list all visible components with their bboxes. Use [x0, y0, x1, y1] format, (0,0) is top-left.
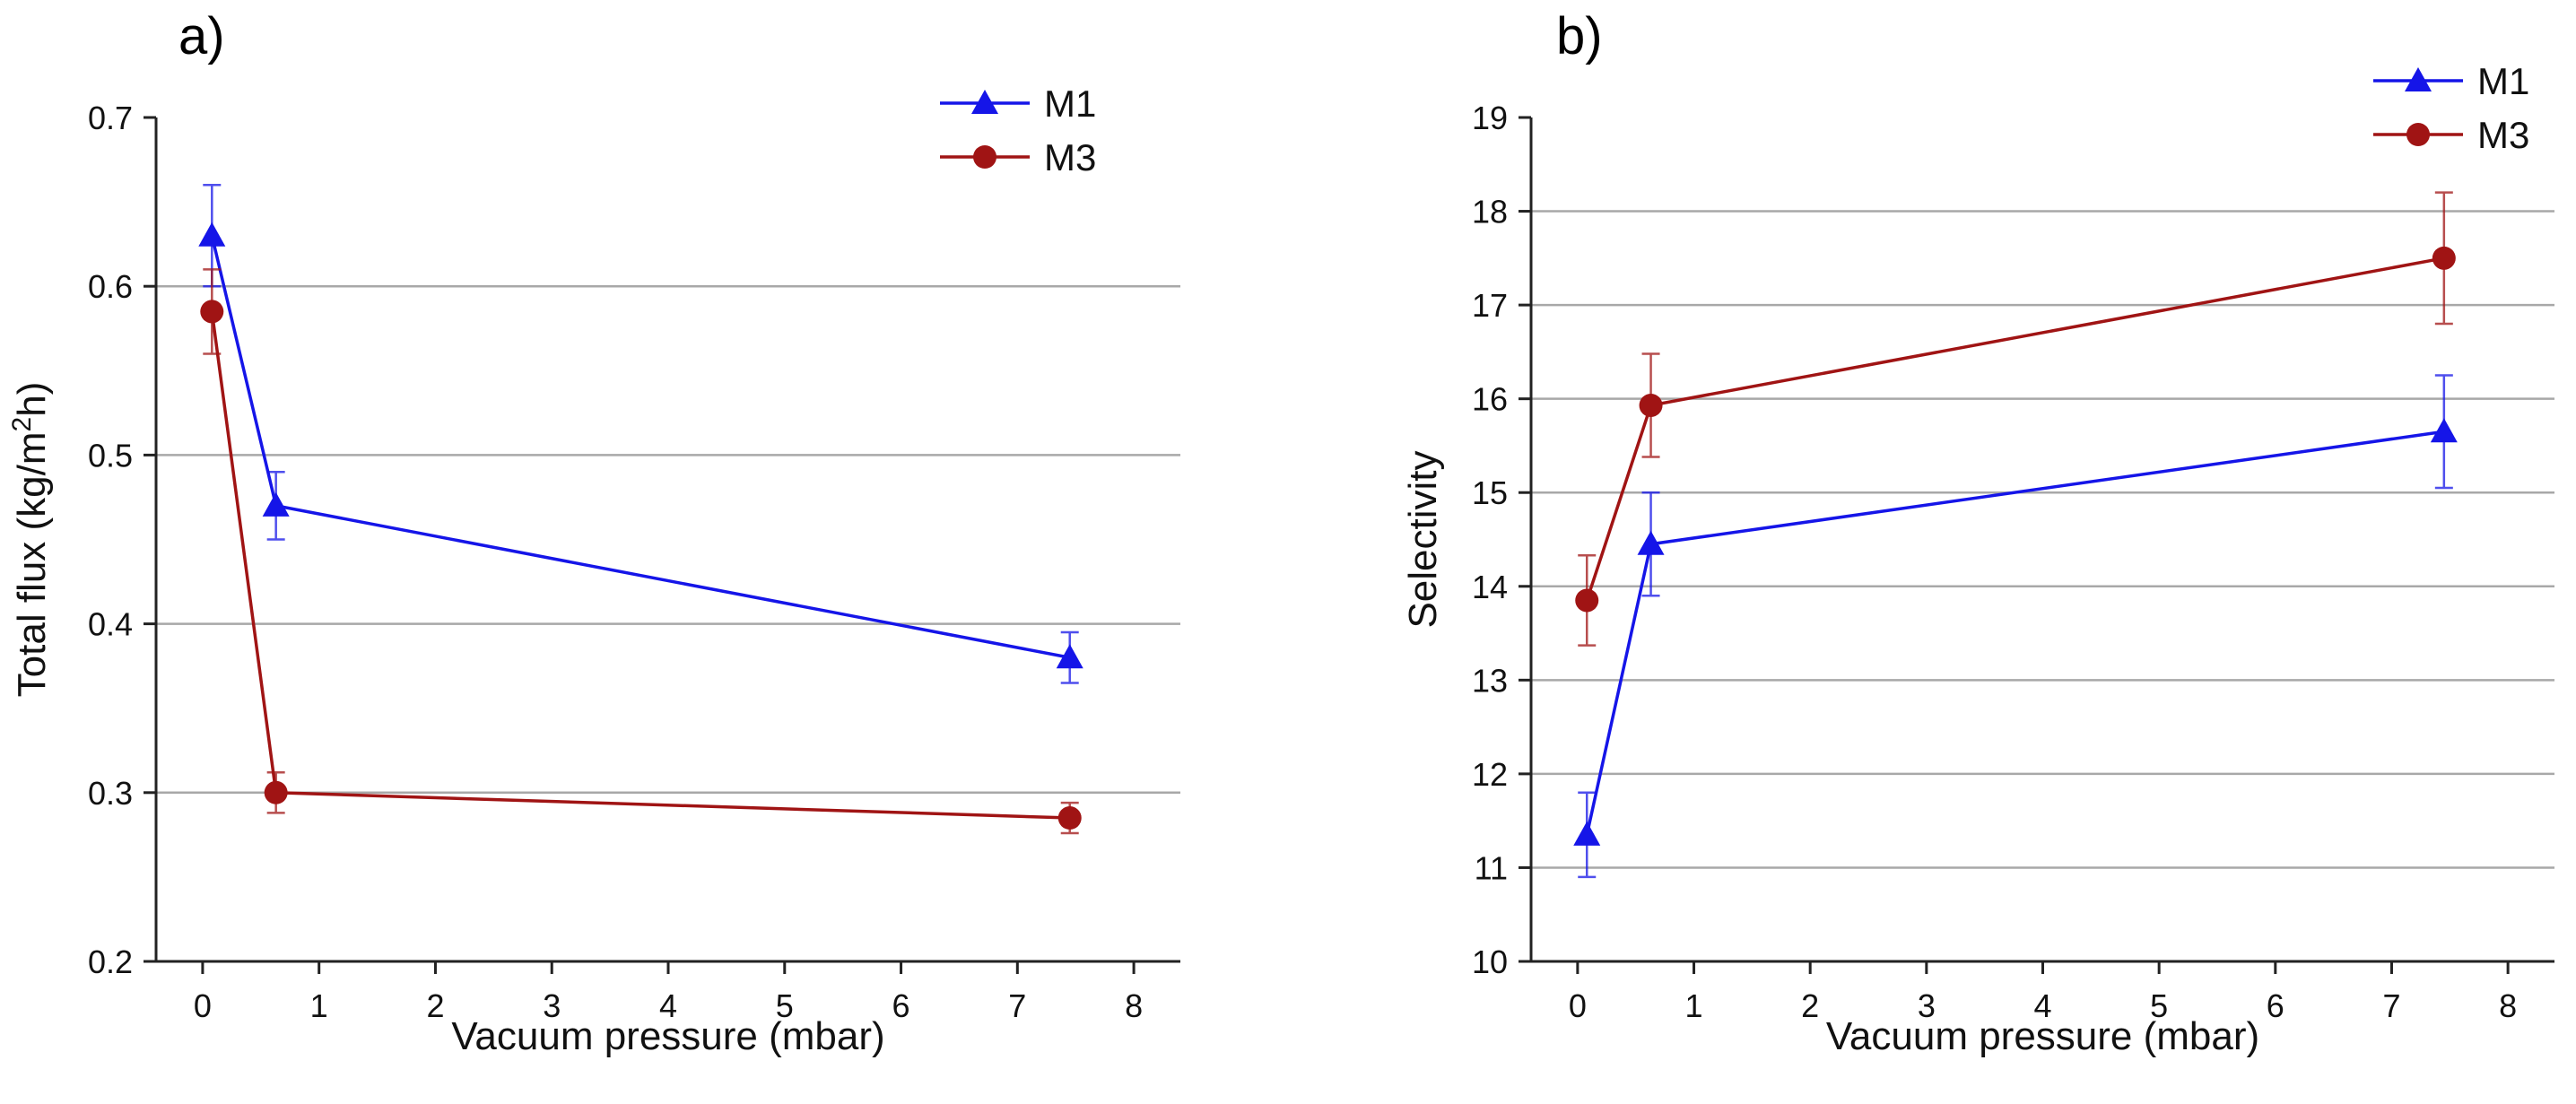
data-point-m1: [1573, 821, 1601, 846]
x-tick-label: 6: [2267, 987, 2284, 1024]
y-tick-label: 14: [1472, 569, 1508, 605]
y-tick-label: 12: [1472, 756, 1508, 793]
x-tick-label: 1: [1685, 987, 1703, 1024]
x-tick-label: 2: [426, 987, 444, 1024]
y-axis-title: Total flux (kg/m2h): [7, 382, 54, 698]
x-tick-label: 1: [310, 987, 328, 1024]
x-tick-label: 0: [194, 987, 212, 1024]
panel-label: a): [178, 7, 225, 65]
y-tick-label: 13: [1472, 662, 1508, 699]
y-tick-label: 0.4: [88, 606, 133, 643]
legend-label-m3: M3: [1044, 136, 1096, 178]
series-m1: [198, 184, 1083, 684]
y-tick-label: 18: [1472, 194, 1508, 230]
data-point-m1: [1637, 530, 1665, 555]
panel-label: b): [1556, 7, 1603, 65]
y-tick-label: 17: [1472, 287, 1508, 324]
data-point-m1: [1056, 644, 1083, 669]
x-tick-label: 8: [2499, 987, 2517, 1024]
data-point-m3: [200, 300, 224, 324]
x-tick-label: 4: [2033, 987, 2051, 1024]
data-point-m1: [2405, 67, 2432, 91]
y-tick-label: 0.3: [88, 775, 133, 812]
data-point-m3: [264, 780, 288, 804]
legend-label-m1: M1: [1044, 83, 1096, 125]
data-point-m1: [2430, 418, 2458, 443]
data-point-m1: [198, 222, 226, 247]
data-point-m3: [973, 145, 996, 169]
legend-label-m1: M1: [2477, 60, 2529, 102]
x-tick-label: 5: [776, 987, 794, 1024]
y-tick-label: 0.2: [88, 943, 133, 980]
data-point-m1: [262, 491, 290, 517]
x-tick-label: 8: [1125, 987, 1143, 1024]
x-tick-label: 3: [1918, 987, 1936, 1024]
x-tick-label: 5: [2150, 987, 2168, 1024]
y-tick-label: 16: [1472, 381, 1508, 418]
x-tick-label: 6: [892, 987, 910, 1024]
x-tick-label: 3: [543, 987, 561, 1024]
x-tick-label: 7: [1008, 987, 1026, 1024]
x-axis-title: Vacuum pressure (mbar): [451, 1014, 884, 1058]
chart-panel-a: 0.2 0.3 0.4 0.5 0.6 0.7 0 1 2 3 4 5 6 7 8 Vacuum pressu…: [7, 7, 1180, 1058]
y-axis-title: Selectivity: [1401, 450, 1445, 628]
data-point-m3: [1575, 588, 1599, 613]
y-tick-label: 19: [1472, 100, 1508, 136]
data-point-m3: [2432, 246, 2456, 270]
y-tick-label: 11: [1475, 849, 1508, 886]
x-tick-label: 4: [659, 987, 677, 1024]
series-m1: [1573, 374, 2458, 879]
x-tick-label: 7: [2382, 987, 2400, 1024]
x-tick-label: 2: [1801, 987, 1819, 1024]
data-point-m3: [2406, 123, 2430, 146]
data-point-m1: [971, 90, 998, 114]
series-m3: [1575, 191, 2456, 647]
legend-label-m3: M3: [2477, 114, 2529, 156]
x-axis-title: Vacuum pressure (mbar): [1826, 1014, 2259, 1058]
x-tick-label: 0: [1569, 987, 1587, 1024]
y-tick-label: 0.6: [88, 268, 133, 305]
data-point-m3: [1639, 393, 1663, 417]
series-m3: [200, 268, 1082, 835]
y-tick-label: 0.5: [88, 437, 133, 474]
y-tick-label: 10: [1472, 943, 1508, 980]
y-tick-label: 0.7: [88, 100, 133, 136]
y-tick-label: 15: [1472, 474, 1508, 511]
data-point-m3: [1057, 806, 1082, 830]
